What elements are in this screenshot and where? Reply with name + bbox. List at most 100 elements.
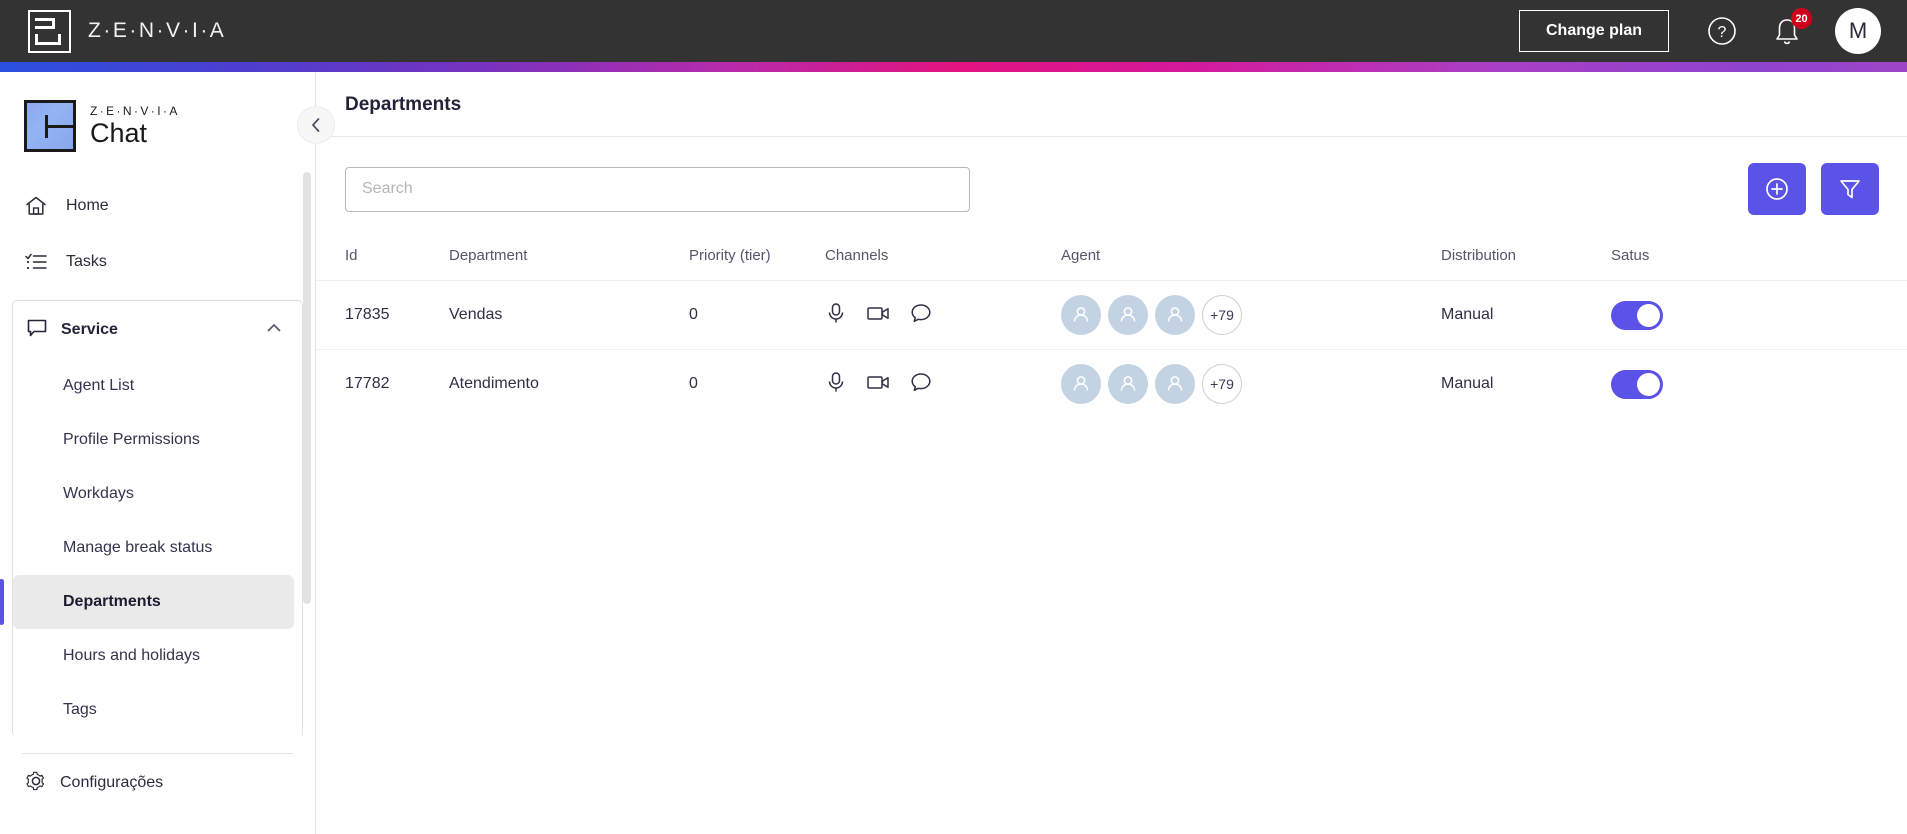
user-avatar[interactable]: M — [1835, 8, 1881, 54]
person-icon — [1120, 376, 1136, 391]
microphone-icon[interactable] — [825, 370, 847, 399]
header-distribution: Distribution — [1441, 247, 1517, 264]
sidebar-item-manage-break-status[interactable]: Manage break status — [13, 521, 302, 575]
header-channels: Channels — [825, 247, 889, 264]
sidebar-item-label: Tasks — [66, 253, 107, 270]
sidebar-item-departments[interactable]: Departments — [0, 575, 294, 629]
sidebar-item-configuracoes[interactable]: Configurações — [0, 754, 315, 812]
question-circle-icon: ? — [1708, 17, 1736, 45]
sidebar-item-label: Configurações — [60, 774, 164, 791]
sidebar-item-tags[interactable]: Tags — [13, 683, 302, 737]
video-camera-icon[interactable] — [865, 301, 891, 330]
cell-channels — [825, 349, 1061, 418]
help-button[interactable]: ? — [1705, 14, 1739, 48]
add-department-button[interactable] — [1748, 163, 1806, 215]
person-icon — [1073, 376, 1089, 391]
filter-button[interactable] — [1821, 163, 1879, 215]
avatar[interactable] — [1155, 364, 1195, 404]
header-status: Satus — [1611, 247, 1650, 264]
avatar[interactable] — [1155, 295, 1195, 335]
avatar[interactable] — [1108, 364, 1148, 404]
brand-name: Z·E·N·V·I·A — [88, 19, 227, 42]
cell-agents: +79 — [1061, 280, 1441, 350]
sidebar-sub-label: Hours and holidays — [63, 647, 200, 664]
sidebar-group-label: Service — [61, 321, 118, 338]
header-agent: Agent — [1061, 247, 1101, 264]
microphone-icon[interactable] — [825, 301, 847, 330]
sidebar-item-workdays[interactable]: Workdays — [13, 467, 302, 521]
header-id: Id — [345, 247, 358, 264]
gear-icon — [24, 769, 48, 798]
person-icon — [1120, 307, 1136, 322]
sidebar-sub-label: Workdays — [63, 485, 134, 502]
cell-department: Vendas — [449, 280, 689, 350]
table-row[interactable]: 17835 Vendas 0 — [317, 280, 1907, 350]
sidebar-divider — [22, 753, 293, 754]
top-bar-actions: Change plan ? 20 M — [1518, 8, 1881, 54]
sidebar-item-home[interactable]: Home — [0, 178, 315, 234]
collapse-sidebar-button[interactable] — [297, 106, 335, 144]
sidebar-product-logo: Z·E·N·V·I·A Chat — [0, 72, 315, 152]
notification-badge: 20 — [1791, 8, 1812, 29]
chat-bubble-icon[interactable] — [909, 301, 933, 330]
sidebar-sub-label: Departments — [63, 593, 161, 610]
product-name: Chat — [90, 118, 148, 149]
header-priority: Priority (tier) — [689, 247, 771, 264]
cell-status — [1611, 349, 1907, 418]
person-icon — [1167, 307, 1183, 322]
cell-id: 17835 — [317, 280, 449, 350]
cell-status — [1611, 280, 1907, 350]
toolbar — [317, 137, 1907, 215]
sidebar-item-tasks[interactable]: Tasks — [0, 234, 315, 290]
plus-circle-icon — [1766, 178, 1788, 200]
cell-channels — [825, 280, 1061, 350]
sidebar-group-service: Service Agent List Profile Permissions W… — [0, 300, 303, 737]
cell-distribution: Manual — [1441, 349, 1611, 418]
avatar[interactable] — [1108, 295, 1148, 335]
sidebar-item-agent-list[interactable]: Agent List — [13, 359, 302, 413]
person-icon — [1073, 307, 1089, 322]
avatar[interactable] — [1061, 295, 1101, 335]
agents-overflow-count[interactable]: +79 — [1202, 364, 1242, 404]
chat-bubble-icon[interactable] — [909, 370, 933, 399]
sidebar-sub-label: Manage break status — [63, 539, 213, 556]
person-icon — [1167, 376, 1183, 391]
sidebar-item-profile-permissions[interactable]: Profile Permissions — [13, 413, 302, 467]
agents-overflow-count[interactable]: +79 — [1202, 295, 1242, 335]
sidebar-group-header-service[interactable]: Service — [13, 301, 302, 359]
avatar-initial: M — [1848, 18, 1868, 43]
cell-id: 17782 — [317, 349, 449, 418]
main-content: Departments Id Department P — [297, 72, 1907, 834]
video-camera-icon[interactable] — [865, 370, 891, 399]
departments-table: Id Department Priority (tier) Channels A… — [317, 247, 1907, 418]
top-bar: Z·E·N·V·I·A Change plan ? 20 M — [0, 0, 1907, 62]
sidebar-item-label: Home — [66, 197, 109, 214]
zenvia-square-logo-icon — [28, 9, 71, 53]
cell-priority: 0 — [689, 280, 825, 350]
cell-priority: 0 — [689, 349, 825, 418]
sidebar-sub-label: Tags — [63, 701, 97, 718]
sidebar-sub-label: Agent List — [63, 377, 135, 394]
change-plan-button[interactable]: Change plan — [1518, 10, 1669, 52]
search-input[interactable] — [345, 166, 970, 212]
table-row[interactable]: 17782 Atendimento 0 — [317, 349, 1907, 418]
notifications-button[interactable]: 20 — [1769, 8, 1812, 50]
cell-department: Atendimento — [449, 349, 689, 418]
sidebar-item-hours-and-holidays[interactable]: Hours and holidays — [13, 629, 302, 683]
header-department: Department — [449, 247, 528, 264]
status-toggle[interactable] — [1611, 369, 1663, 399]
zenvia-chat-logo-icon — [24, 100, 76, 152]
table-header-row: Id Department Priority (tier) Channels A… — [317, 247, 1907, 281]
product-brand: Z·E·N·V·I·A — [90, 104, 180, 119]
title-divider — [317, 136, 1907, 137]
status-toggle[interactable] — [1611, 300, 1663, 330]
toolbar-actions — [1748, 163, 1879, 215]
svg-text:?: ? — [1718, 24, 1727, 41]
funnel-filter-icon — [1840, 180, 1860, 199]
gradient-divider — [0, 62, 1907, 72]
sidebar-scrollbar[interactable] — [303, 172, 311, 604]
cell-agents: +79 — [1061, 349, 1441, 418]
table-header: Id Department Priority (tier) Channels A… — [317, 247, 1907, 281]
chevron-up-icon — [264, 318, 284, 343]
avatar[interactable] — [1061, 364, 1101, 404]
